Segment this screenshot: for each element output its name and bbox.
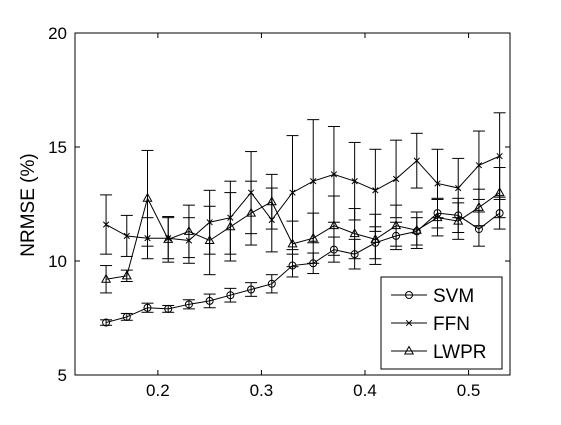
legend-item-lwpr: LWPR	[391, 342, 486, 363]
marker-stroke	[102, 221, 110, 228]
data-point	[308, 232, 319, 242]
y-tick-label: 10	[48, 252, 67, 271]
data-point	[226, 291, 235, 300]
data-point	[101, 273, 112, 283]
legend-marker	[403, 345, 415, 355]
data-point	[142, 192, 153, 202]
x-tick-label: 0.3	[250, 381, 274, 400]
data-point	[143, 303, 152, 312]
data-point	[289, 189, 296, 196]
data-point	[434, 180, 441, 187]
data-point	[330, 171, 338, 178]
data-point	[205, 296, 214, 305]
marker-stroke	[455, 184, 462, 192]
marker-stroke	[330, 171, 338, 178]
data-point	[351, 178, 358, 185]
data-point	[328, 220, 339, 230]
data-point	[391, 220, 402, 230]
data-point	[413, 157, 420, 164]
y-tick-label: 15	[48, 138, 67, 157]
data-point	[372, 187, 379, 194]
marker-stroke	[123, 232, 130, 240]
series-line	[105, 155, 500, 242]
marker-stroke	[372, 187, 379, 194]
data-point	[411, 224, 422, 234]
data-point	[204, 234, 215, 244]
legend-label: LWPR	[433, 342, 486, 363]
data-point	[475, 162, 483, 169]
marker-stroke	[434, 180, 441, 187]
legend-label: FFN	[433, 314, 470, 335]
x-tick-label: 0.2	[146, 381, 170, 400]
data-point	[164, 304, 173, 313]
data-point	[183, 225, 194, 235]
legend-item-svm: SVM	[391, 286, 474, 307]
data-point	[496, 152, 503, 160]
data-point	[121, 270, 132, 280]
data-point	[247, 285, 256, 294]
legend-marker	[405, 291, 413, 299]
data-point	[123, 232, 130, 240]
y-axis-label-group: NRMSE (%)	[18, 153, 39, 256]
data-point	[102, 221, 110, 228]
data-point	[432, 212, 443, 222]
marker-stroke	[496, 152, 503, 160]
data-point	[494, 187, 505, 197]
y-tick-label: 5	[58, 366, 67, 385]
data-point	[246, 207, 257, 217]
marker-stroke	[405, 319, 413, 327]
plot-area: 0.2 0.3 0.4 0.5 5 10 15 20	[48, 24, 511, 400]
marker-stroke	[413, 157, 420, 164]
data-point	[473, 201, 484, 211]
data-point	[266, 196, 277, 206]
legend-item-ffn: FFN	[391, 314, 470, 335]
data-point	[287, 238, 298, 248]
data-point	[310, 178, 317, 185]
marker-stroke	[351, 178, 358, 185]
marker-stroke	[392, 175, 400, 183]
series-lwpr	[100, 149, 506, 294]
data-point	[225, 221, 236, 231]
data-point	[455, 184, 462, 192]
data-point	[349, 228, 360, 238]
data-point	[102, 318, 111, 327]
marker-stroke	[475, 162, 483, 169]
legend-marker	[405, 319, 413, 327]
legend: SVM FFN LWPR	[380, 276, 503, 370]
axes-frame	[74, 32, 511, 376]
y-tick-label: 20	[48, 24, 67, 43]
y-axis-label: NRMSE (%)	[18, 153, 39, 256]
data-point	[163, 233, 174, 243]
data-point	[392, 175, 400, 183]
x-tick-label: 0.4	[353, 381, 377, 400]
data-point	[370, 233, 381, 243]
data-point	[453, 215, 464, 225]
marker-stroke	[310, 178, 317, 185]
data-point	[122, 312, 131, 321]
data-point	[184, 300, 193, 309]
marker-stroke	[289, 189, 296, 196]
legend-label: SVM	[433, 286, 474, 307]
data-point	[267, 279, 276, 288]
x-tick-label: 0.5	[457, 381, 481, 400]
